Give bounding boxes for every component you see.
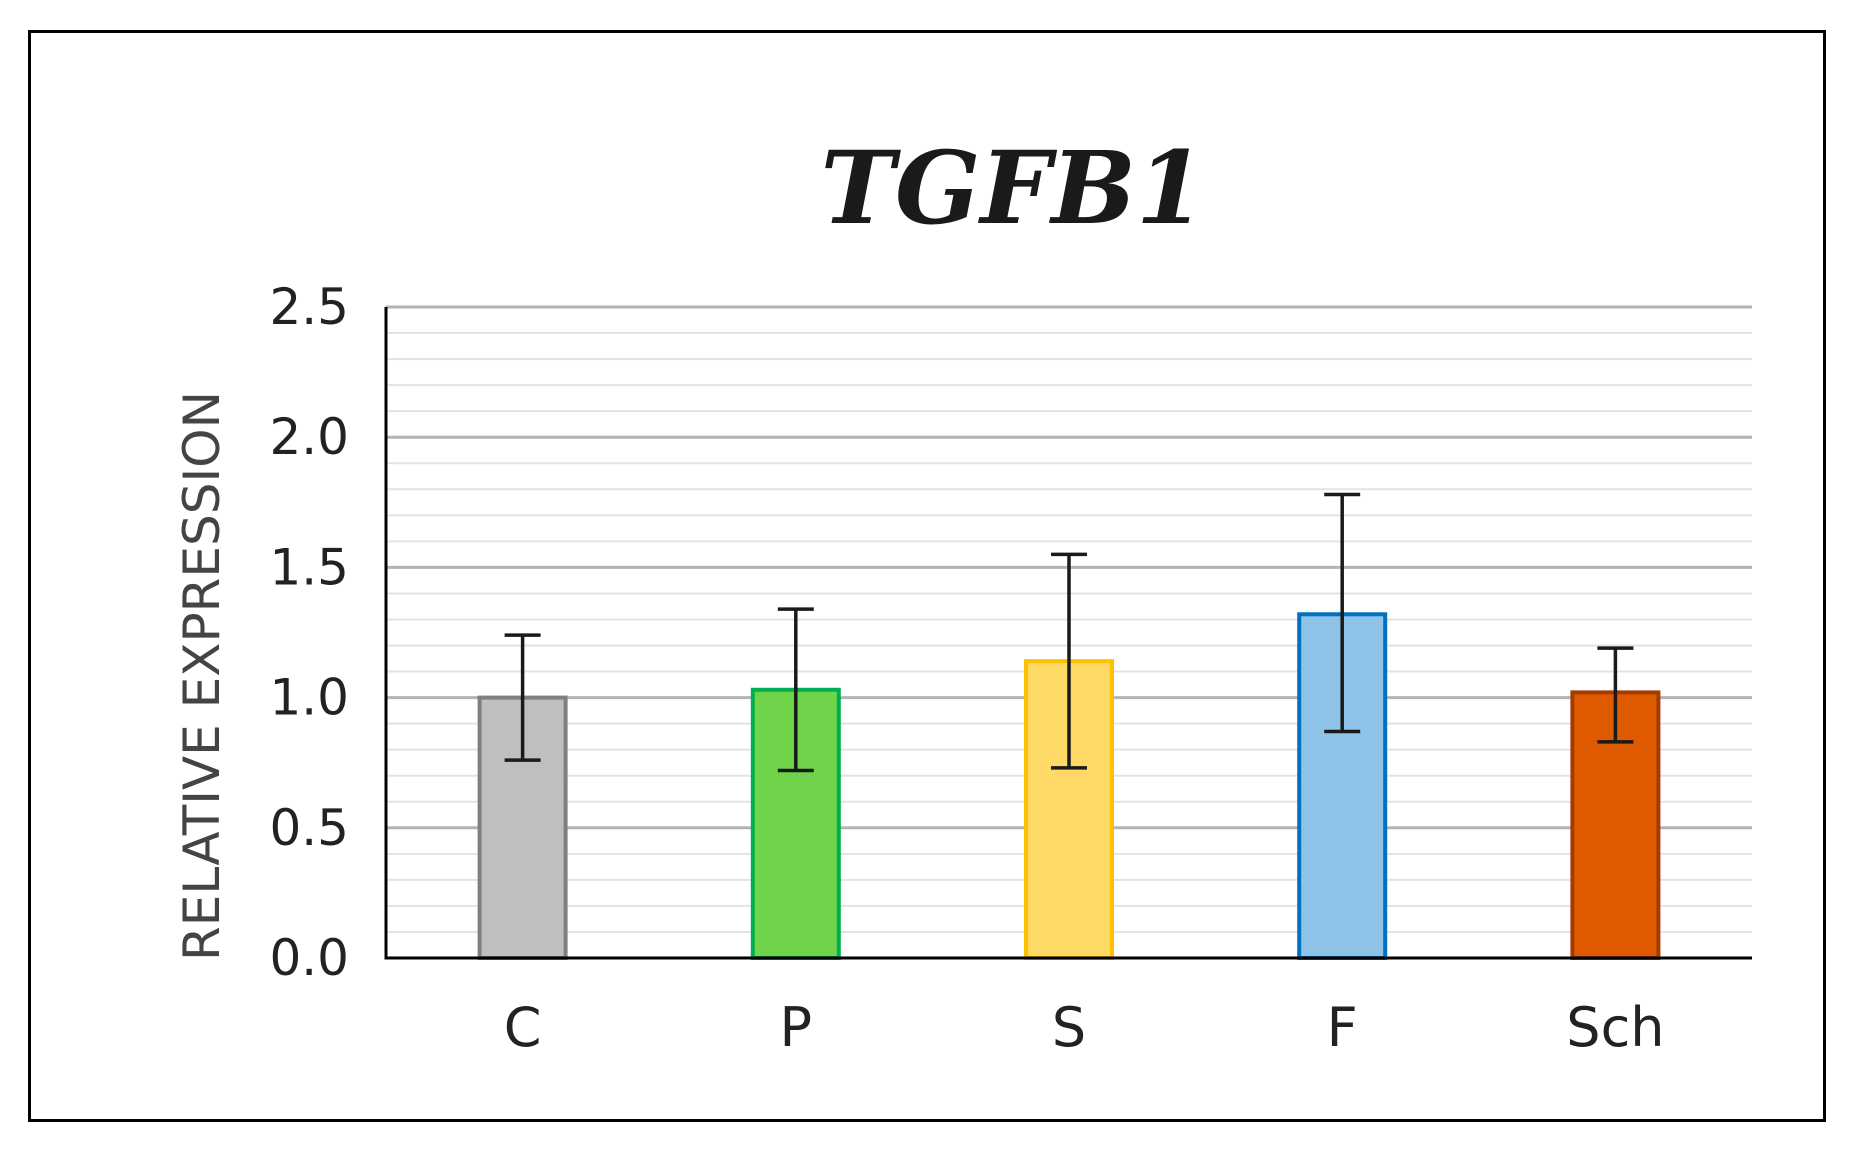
x-tick-label-p: P bbox=[780, 996, 813, 1059]
chart-title: TGFB1 bbox=[821, 129, 1206, 247]
gridlines bbox=[386, 305, 1752, 933]
axes bbox=[384, 307, 1752, 960]
x-tick-label-f: F bbox=[1327, 996, 1358, 1059]
chart-frame: TGFB1 RELATIVE EXPRESSION 0.0 0.5 1.0 1.5 2.… bbox=[28, 30, 1826, 1122]
x-tick-label-c: C bbox=[504, 996, 542, 1059]
y-tick-label: 2.5 bbox=[269, 278, 349, 336]
x-tick-label-s: S bbox=[1052, 996, 1086, 1059]
y-tick-label: 1.5 bbox=[269, 538, 349, 596]
y-tick-label: 0.5 bbox=[269, 799, 349, 857]
y-axis-label: RELATIVE EXPRESSION bbox=[173, 391, 231, 961]
x-tick-label-sch: Sch bbox=[1566, 996, 1664, 1059]
y-tick-label: 0.0 bbox=[269, 929, 349, 987]
y-tick-label: 1.0 bbox=[269, 669, 349, 727]
tick-labels: 0.0 0.5 1.0 1.5 2.0 2.5 C P S F Sch bbox=[269, 278, 1664, 1059]
bars bbox=[477, 492, 1661, 961]
y-tick-label: 2.0 bbox=[269, 408, 349, 466]
bar-chart: TGFB1 RELATIVE EXPRESSION 0.0 0.5 1.0 1.5 2.… bbox=[173, 129, 1752, 1059]
